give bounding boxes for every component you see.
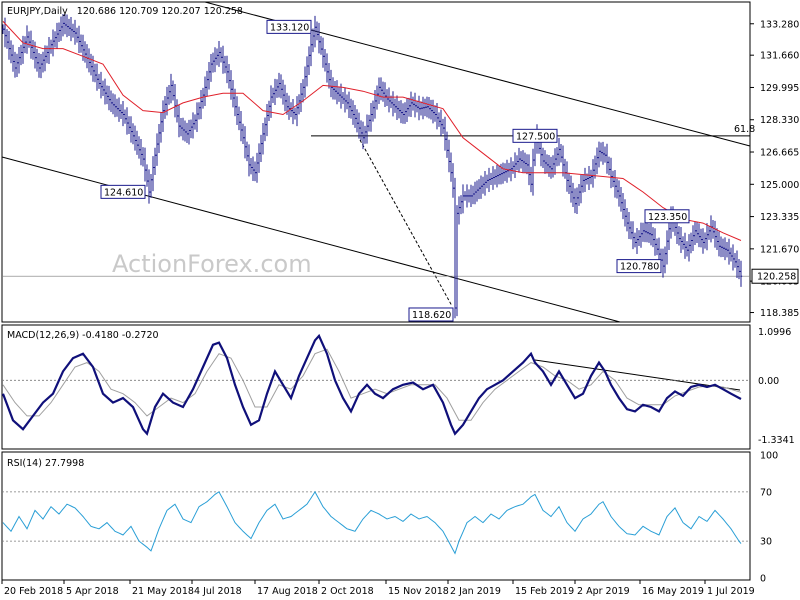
price-tick-label-6: 123.335 bbox=[760, 212, 799, 223]
rsi-tick-label-2: 30 bbox=[760, 537, 772, 548]
annotation-label-3: 118.620 bbox=[412, 310, 451, 321]
date-tick-label-9: 2 Apr 2019 bbox=[577, 586, 630, 597]
macd-line bbox=[1, 333, 742, 436]
dashed-projection-line bbox=[359, 139, 453, 307]
date-tick-label-0: 20 Feb 2018 bbox=[4, 586, 63, 597]
price-bars bbox=[1, 13, 743, 319]
macd-tick-label-1: 0.00 bbox=[758, 376, 779, 387]
date-tick-label-1: 5 Apr 2018 bbox=[66, 586, 119, 597]
price-tick-label-3: 128.330 bbox=[760, 115, 799, 126]
date-tick-label-10: 16 May 2019 bbox=[642, 586, 704, 597]
date-tick-label-6: 15 Nov 2018 bbox=[388, 586, 449, 597]
annotation-label-0: 133.120 bbox=[270, 22, 309, 33]
macd-tick-label-0: 1.0996 bbox=[758, 327, 791, 338]
macd-label: MACD(12,26,9) -0.4180 -0.2720 bbox=[7, 330, 159, 341]
symbol-name: EURJPY,Daily bbox=[7, 6, 68, 17]
price-tick-label-2: 129.995 bbox=[760, 83, 799, 94]
date-axis: 20 Feb 2018 5 Apr 2018 21 May 2018 4 Jul 20… bbox=[1, 580, 755, 597]
price-tick-label-7: 121.670 bbox=[760, 244, 799, 255]
ohlc-values: 120.686 120.709 120.207 120.258 bbox=[77, 6, 243, 17]
watermark: ActionForex.com bbox=[112, 250, 312, 278]
moving-average-line bbox=[2, 21, 742, 241]
price-tick-label-1: 131.660 bbox=[760, 51, 799, 62]
price-tick-label-9: 118.385 bbox=[760, 308, 799, 319]
macd-signal-line bbox=[2, 348, 742, 421]
annotation-box-4 bbox=[644, 209, 690, 224]
rsi-tick-label-0: 100 bbox=[760, 451, 778, 462]
date-tick-label-2: 21 May 2018 bbox=[132, 586, 194, 597]
date-tick-label-3: 4 Jul 2018 bbox=[194, 586, 242, 597]
date-tick-label-8: 15 Feb 2019 bbox=[515, 586, 574, 597]
annotation-box-3 bbox=[408, 307, 454, 322]
annotation-label-4: 123.350 bbox=[648, 212, 687, 223]
annotation-box-2 bbox=[512, 128, 558, 143]
date-tick-label-11: 1 Jul 2019 bbox=[707, 586, 755, 597]
macd-tick-label-2: -1.3341 bbox=[758, 435, 795, 446]
annotation-box-0 bbox=[266, 19, 312, 34]
annotation-box-5 bbox=[616, 259, 662, 274]
price-panel-frame bbox=[1, 1, 751, 323]
last-price-box bbox=[751, 268, 799, 284]
date-tick-label-5: 2 Oct 2018 bbox=[321, 586, 374, 597]
annotation-label-1: 124.610 bbox=[104, 187, 143, 198]
rsi-label: RSI(14) 27.7998 bbox=[7, 458, 84, 469]
date-tick-label-4: 17 Aug 2018 bbox=[257, 586, 318, 597]
price-axis-ticks: 133.280 131.660 129.995 128.330 126.665 125.0… bbox=[2, 19, 799, 319]
price-tick-label-5: 125.000 bbox=[760, 180, 799, 191]
date-tick-label-7: 2 Jan 2019 bbox=[450, 586, 501, 597]
macd-trendline bbox=[534, 359, 741, 391]
last-price-label: 120.258 bbox=[757, 272, 796, 283]
moving-average bbox=[2, 21, 742, 241]
rsi-series: 100 70 30 0 bbox=[2, 451, 778, 585]
annotation-box-1 bbox=[100, 184, 146, 199]
price-annotations: 133.120 124.610 127.500 118.620 123.350 120.7… bbox=[100, 19, 690, 322]
macd-series: 1.0996 0.00 -1.3341 bbox=[1, 327, 795, 446]
annotation-label-2: 127.500 bbox=[516, 131, 555, 142]
fib-level-label: 61.8 bbox=[734, 124, 755, 135]
rsi-tick-label-1: 70 bbox=[760, 487, 772, 498]
rsi-panel-frame bbox=[1, 451, 751, 581]
macd-panel-frame bbox=[1, 324, 751, 450]
price-tick-label-0: 133.280 bbox=[760, 19, 799, 30]
rsi-tick-label-3: 0 bbox=[760, 574, 766, 585]
lower-channel-line bbox=[1, 156, 621, 323]
symbol-label: EURJPY,Daily 120.686 120.709 120.207 120… bbox=[7, 6, 243, 17]
rsi-line bbox=[2, 490, 742, 555]
price-tick-label-4: 126.665 bbox=[760, 148, 799, 159]
annotation-label-5: 120.780 bbox=[620, 262, 659, 273]
